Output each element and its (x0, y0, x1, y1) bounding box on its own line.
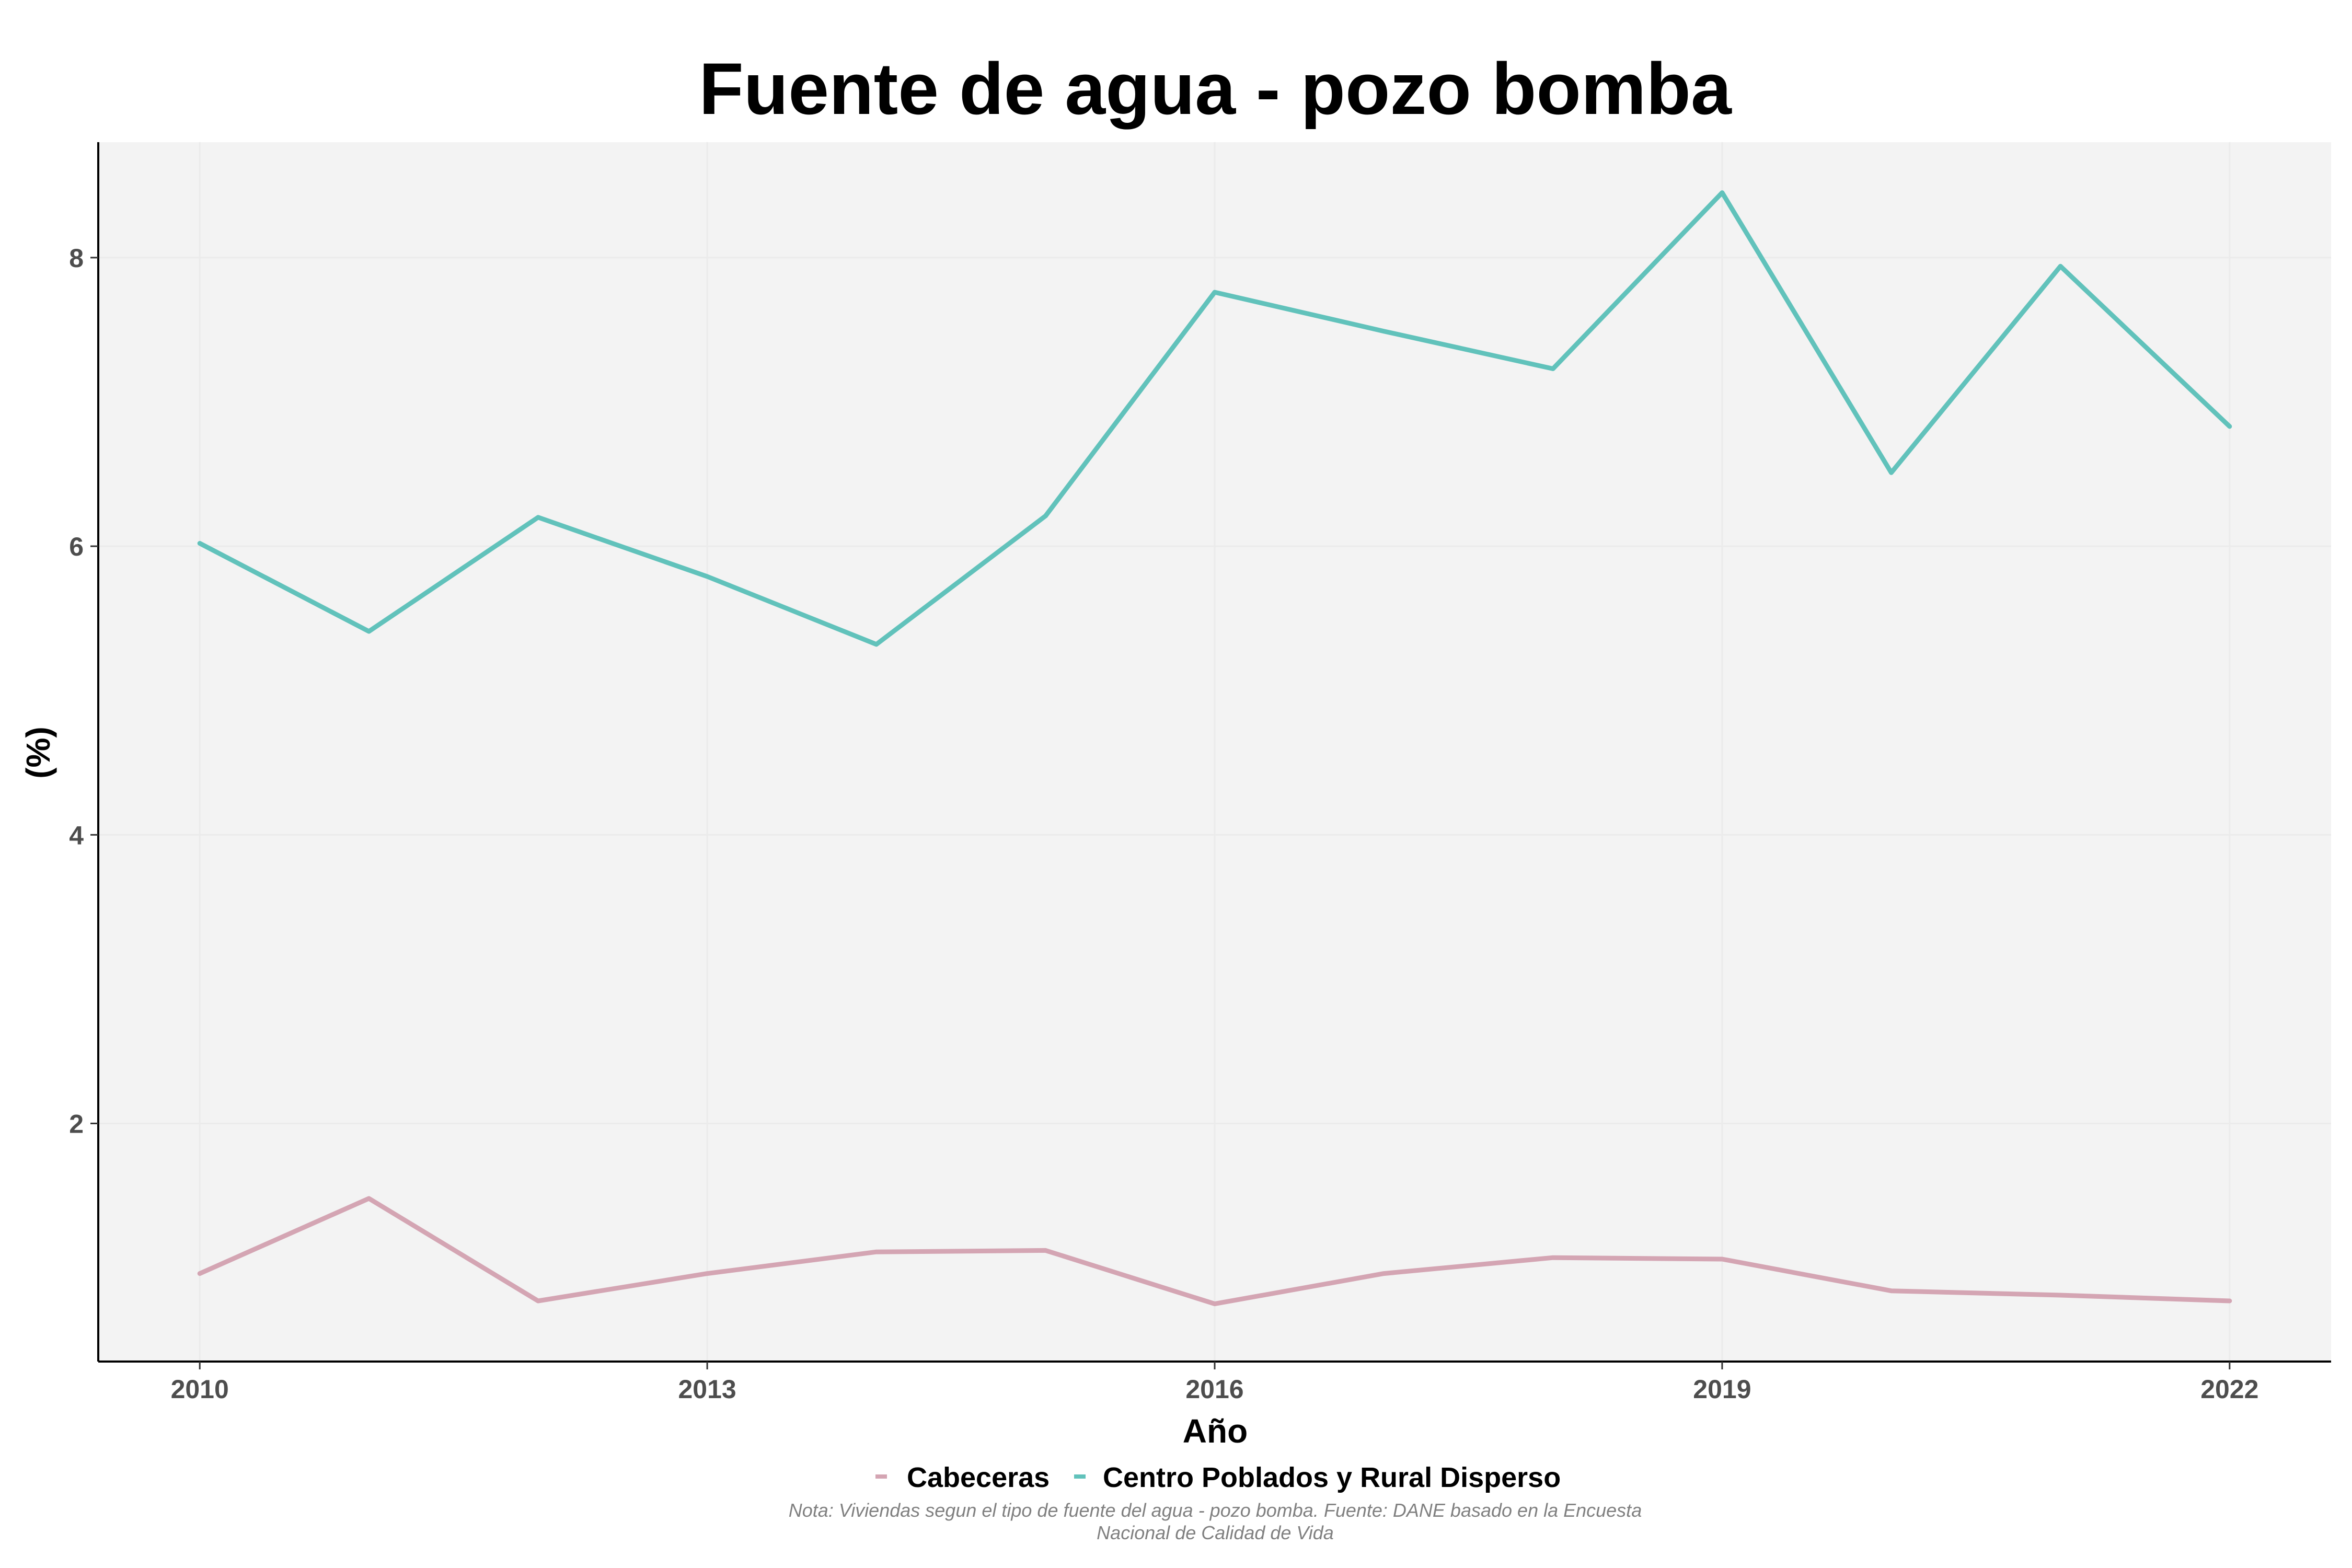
chart-title: Fuente de agua - pozo bomba (699, 48, 1732, 130)
x-axis-title: Año (1183, 1412, 1248, 1450)
caption-line-2: Nacional de Calidad de Vida (1097, 1522, 1334, 1543)
x-axis-ticks: 2010 2013 2016 2019 2022 (171, 1362, 2258, 1404)
y-axis-title: (%) (19, 727, 57, 779)
series-lines (197, 190, 2232, 1307)
legend: Cabeceras Centro Poblados y Rural Disper… (875, 1462, 1561, 1493)
y-tick-label: 6 (69, 532, 84, 561)
x-tick-label: 2010 (171, 1375, 229, 1404)
y-tick-label: 2 (69, 1109, 84, 1138)
x-tick-label: 2013 (678, 1375, 736, 1404)
legend-label-cabeceras: Cabeceras (907, 1462, 1050, 1493)
x-tick-label: 2019 (1693, 1375, 1751, 1404)
y-tick-label: 4 (69, 821, 84, 850)
series-line-rural (197, 190, 2232, 647)
legend-label-rural: Centro Poblados y Rural Disperso (1103, 1462, 1561, 1493)
x-tick-label: 2022 (2200, 1375, 2258, 1404)
grid-lines (98, 142, 2331, 1362)
series-line-cabeceras (197, 1196, 2232, 1307)
y-axis-ticks: 2 4 6 8 (69, 244, 98, 1138)
x-tick-label: 2016 (1185, 1375, 1243, 1404)
caption-line-1: Nota: Viviendas segun el tipo de fuente … (789, 1500, 1642, 1521)
y-tick-label: 8 (69, 244, 84, 273)
